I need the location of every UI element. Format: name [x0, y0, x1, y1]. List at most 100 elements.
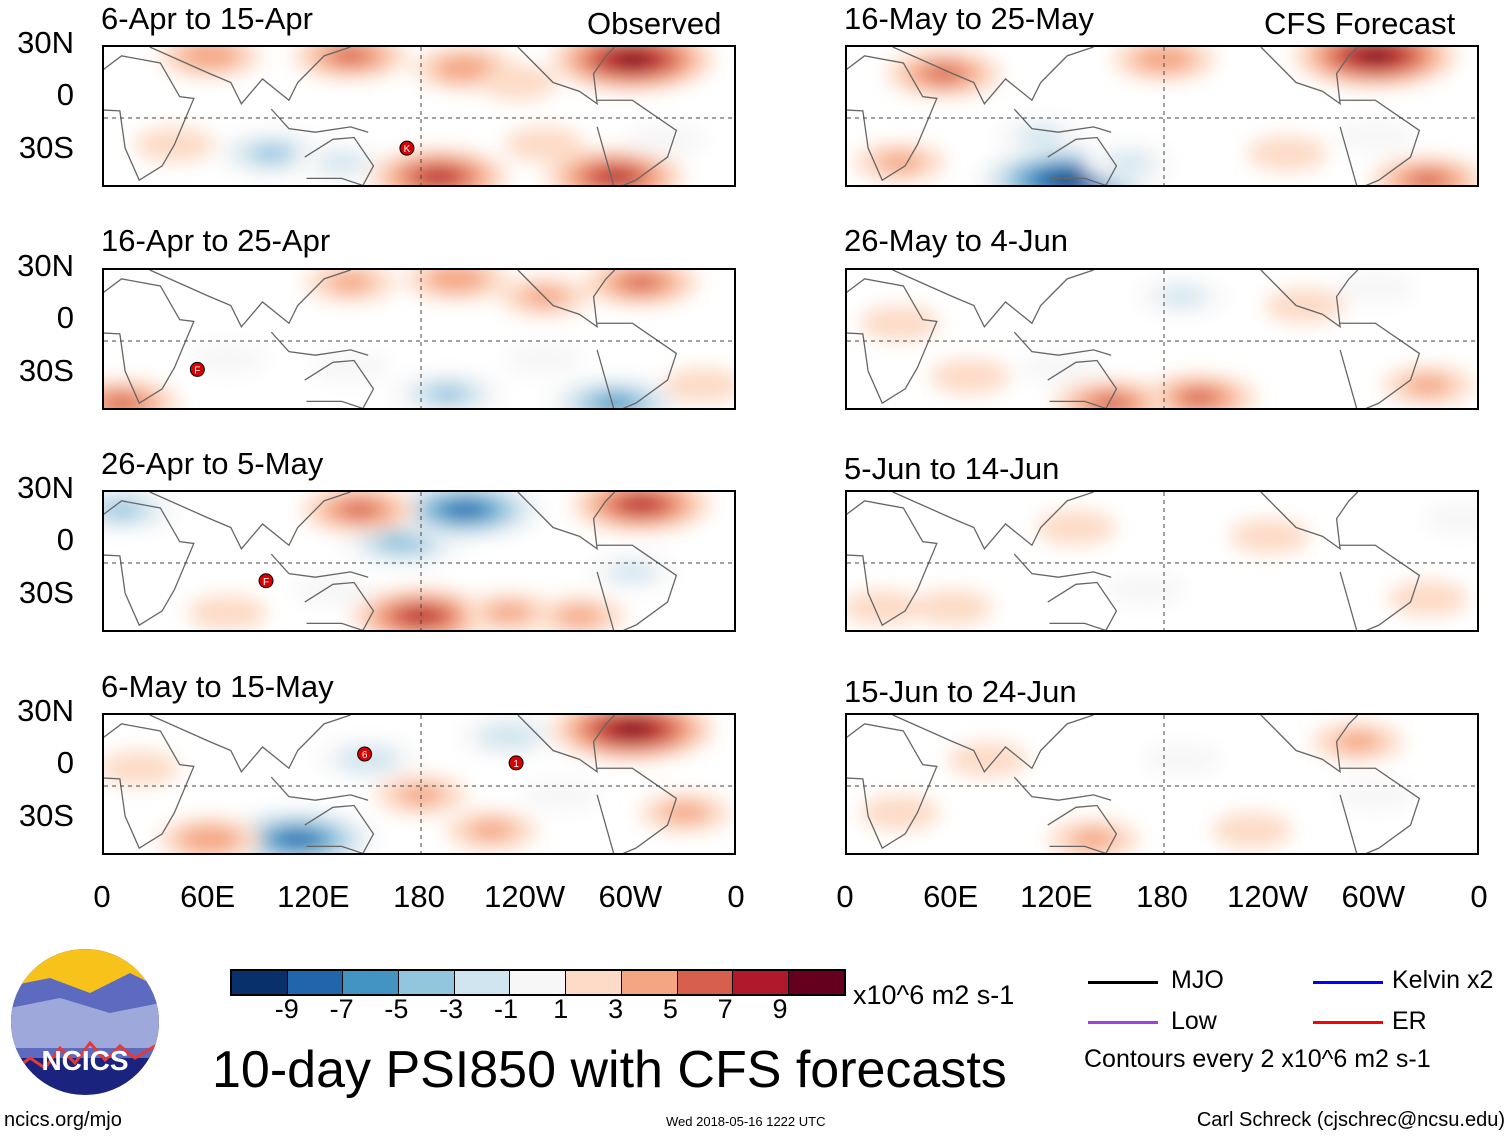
anomaly-contour: [556, 606, 603, 627]
anomaly-contour: [930, 358, 1011, 395]
contour-note: Contours every 2 x10^6 m2 s-1: [1084, 1045, 1431, 1073]
anomaly-contour: [1091, 395, 1131, 408]
anomaly-contour: [1335, 776, 1416, 813]
colorbar: [230, 969, 846, 996]
anomaly-contour: [310, 349, 391, 386]
colorbar-label: 1: [553, 994, 569, 1024]
panel-title: 15-Jun to 24-Jun: [844, 674, 1077, 709]
coastline: [1339, 544, 1421, 630]
lat-label: 30S: [18, 353, 74, 388]
storm-marker-icon: [357, 746, 373, 762]
anomaly-contour: [340, 501, 379, 518]
coastline: [104, 278, 195, 405]
colorbar-label: 7: [717, 994, 733, 1024]
coastline: [1047, 359, 1118, 408]
coastline: [1013, 553, 1112, 578]
anomaly-contour: [597, 169, 633, 184]
forecast-label: CFS Forecast: [1264, 6, 1456, 41]
coastline: [270, 776, 369, 801]
lon-label: 120E: [1020, 879, 1093, 914]
anomaly-contour: [609, 561, 656, 582]
logo-text: NCICS: [41, 1045, 128, 1076]
anomaly-contour: [924, 65, 964, 82]
colorbar-label: -7: [329, 994, 354, 1024]
coastline: [892, 270, 1094, 328]
anomaly-contour: [331, 47, 370, 64]
anomaly-contour: [947, 741, 1028, 778]
legend-kelvin-line: [1313, 981, 1383, 984]
map-panel: [845, 490, 1479, 632]
coastline: [1339, 322, 1421, 408]
map-panel: [845, 713, 1479, 855]
storm-letter: 6: [362, 750, 368, 761]
coastline: [149, 492, 351, 550]
colorbar-swatch: [620, 971, 677, 994]
panel-title: 6-Apr to 15-Apr: [101, 1, 313, 36]
coastline: [1047, 136, 1118, 185]
storm-letter: F: [194, 365, 200, 376]
anomaly-contour: [1018, 349, 1099, 386]
coastline: [270, 553, 369, 578]
panel-title: 26-Apr to 5-May: [101, 446, 324, 481]
anomaly-contour: [1264, 287, 1345, 324]
anomaly-contour: [859, 305, 940, 342]
anomaly-contour: [1423, 500, 1477, 537]
colorbar-label: -5: [384, 994, 409, 1024]
anomaly-contour: [876, 152, 923, 173]
anomaly-contour: [281, 832, 315, 846]
lon-label: 120W: [484, 879, 566, 914]
colorbar-label: 9: [772, 994, 788, 1024]
map-panel: F: [102, 490, 736, 632]
coastline: [1339, 767, 1421, 853]
anomaly-contour: [477, 723, 541, 750]
anomaly-contour: [1229, 518, 1310, 555]
lon-label: 0: [727, 879, 745, 914]
storm-letter: K: [404, 144, 411, 155]
coastline: [847, 278, 938, 405]
coastline: [1047, 581, 1118, 630]
colorbar-swatch: [732, 971, 788, 994]
anomaly-contour: [104, 501, 141, 518]
colorbar-units: x10^6 m2 s-1: [853, 980, 1015, 1010]
coastline: [517, 270, 616, 329]
coastline: [1260, 47, 1359, 106]
lat-label: 30N: [17, 693, 74, 728]
anomaly-contour: [1405, 375, 1452, 396]
anomaly-contour: [1334, 731, 1381, 752]
coastline: [1013, 776, 1112, 801]
coastline: [847, 500, 938, 627]
anomaly-contour: [187, 594, 268, 630]
anomaly-contour: [662, 367, 734, 404]
legend-low-line: [1088, 1021, 1158, 1024]
legend-low: Low: [1171, 1007, 1217, 1035]
legend-mjo: MJO: [1171, 966, 1224, 994]
lat-label: 30S: [18, 798, 74, 833]
colorbar-label: 3: [608, 994, 624, 1024]
coastline: [104, 723, 195, 850]
anomaly-contour: [1105, 152, 1152, 173]
panel-title: 16-Apr to 25-Apr: [101, 223, 331, 258]
anomaly-contour: [421, 169, 457, 184]
lat-label: 30S: [18, 130, 74, 165]
coastline: [304, 136, 375, 185]
coastline: [596, 544, 678, 630]
map-panel: K: [102, 45, 736, 187]
anomaly-contour: [1106, 571, 1187, 608]
coastline: [596, 99, 678, 185]
anomaly-contour: [597, 396, 633, 408]
coastline: [1013, 331, 1112, 356]
anomaly-contour: [1141, 741, 1222, 778]
lat-label: 0: [56, 77, 74, 112]
colorbar-swatch: [565, 971, 621, 994]
coastline: [149, 270, 351, 328]
anomaly-contour: [621, 274, 661, 291]
colorbar-swatch: [509, 971, 566, 994]
panel-title: 5-Jun to 14-Jun: [844, 451, 1060, 486]
footer-timestamp: Wed 2018-05-16 1222 UTC: [666, 1114, 826, 1129]
coastline: [104, 55, 195, 182]
coastline: [1047, 804, 1118, 853]
lon-label: 60W: [1341, 879, 1406, 914]
lat-label: 0: [56, 745, 74, 780]
